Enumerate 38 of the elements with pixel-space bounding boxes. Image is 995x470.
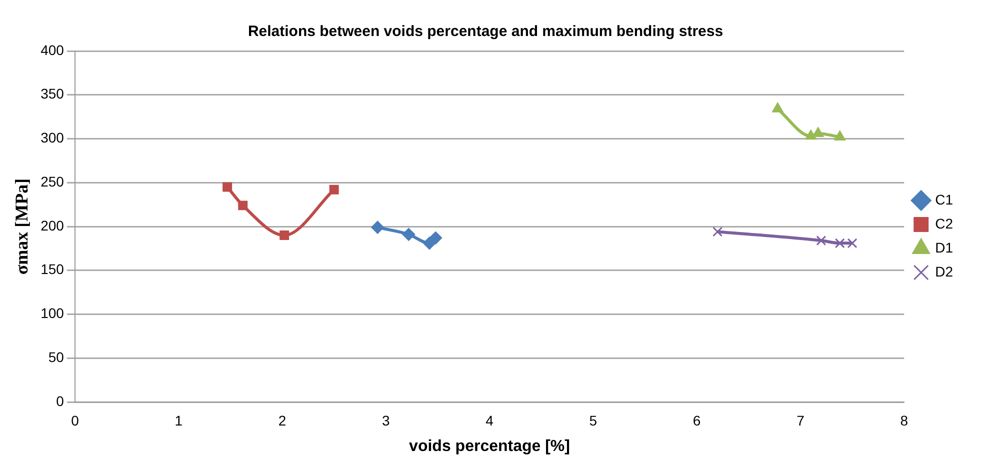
- point: [834, 238, 845, 248]
- point: [712, 226, 723, 237]
- y-tick-label: 100: [40, 305, 64, 322]
- y-tick-label: 200: [40, 217, 64, 234]
- x-axis-title: voids percentage [%]: [409, 438, 570, 455]
- y-tick-label: 0: [56, 392, 64, 409]
- x-tick-label: 1: [174, 412, 183, 428]
- point: [847, 238, 858, 248]
- point: [805, 130, 817, 140]
- point: [222, 182, 232, 192]
- chart-title: Relations between voids percentage and maximum bending stress: [248, 23, 724, 40]
- legend-label: C2: [935, 215, 954, 232]
- legend-label: C1: [935, 191, 954, 208]
- x-tick-label: 2: [278, 412, 286, 428]
- x-tick-label: 6: [692, 412, 701, 428]
- point: [834, 130, 846, 140]
- point: [429, 231, 442, 244]
- y-tick-label: 50: [48, 348, 64, 365]
- point: [280, 230, 290, 240]
- y-tick-label: 150: [40, 261, 64, 278]
- legend-label: D2: [935, 263, 954, 280]
- point: [816, 236, 826, 246]
- y-tick-label: 300: [40, 130, 64, 146]
- x-tick-label: 5: [589, 412, 598, 428]
- point: [772, 102, 784, 112]
- point: [371, 220, 384, 234]
- y-tick-label: 400: [40, 42, 64, 58]
- x-tick-label: 4: [486, 412, 494, 428]
- x-tick-label: 8: [900, 412, 908, 428]
- point: [329, 184, 339, 194]
- y-tick-label: 350: [40, 86, 64, 102]
- x-tick-label: 0: [71, 412, 80, 428]
- point: [238, 200, 248, 210]
- legend-label: D1: [935, 239, 954, 256]
- y-tick-label: 250: [40, 173, 64, 190]
- x-tick-label: 7: [796, 412, 805, 428]
- x-tick-label: 3: [382, 412, 390, 428]
- y-axis-title: σmax [MPa]: [11, 178, 32, 275]
